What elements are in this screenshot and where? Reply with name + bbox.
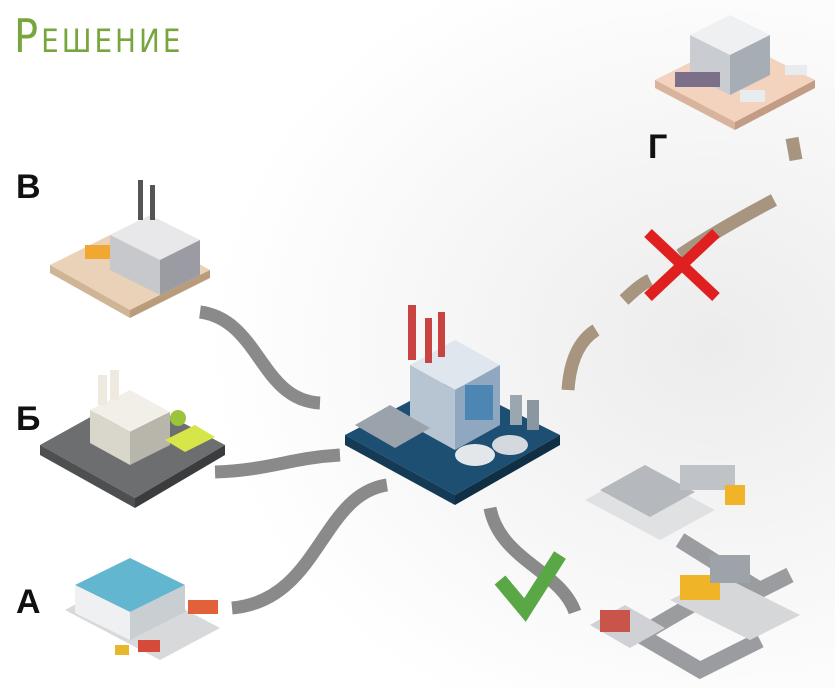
node-label: А <box>16 583 41 621</box>
diagram: Решение <box>0 0 835 688</box>
title: Решение <box>14 10 183 63</box>
node-label: Г <box>648 128 667 166</box>
node-label: В <box>16 168 41 206</box>
node-label: Б <box>16 400 40 438</box>
